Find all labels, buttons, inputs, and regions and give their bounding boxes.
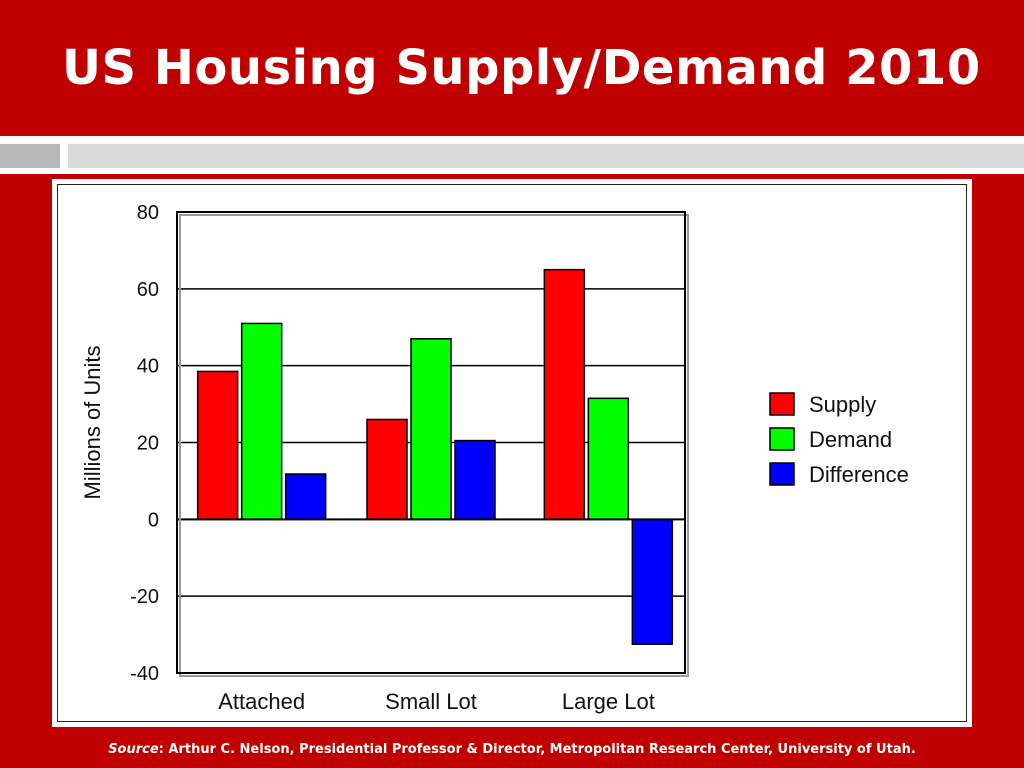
divider-left-tab	[0, 144, 60, 168]
source-text: : Arthur C. Nelson, Presidential Profess…	[158, 742, 916, 757]
legend-label-difference: Difference	[809, 462, 909, 487]
y-tick-label: 20	[137, 433, 159, 455]
bar-supply-small-lot	[366, 418, 408, 521]
chart-panel: Attached Small Lot Large Lot 80 60 40 20 0 -20 -4…	[52, 179, 972, 727]
source-note: Source: Arthur C. Nelson, Presidential P…	[0, 742, 1024, 757]
bar-chart: Attached Small Lot Large Lot 80 60 40 20 0 -20 -4…	[80, 202, 909, 714]
x-tick-label: Large Lot	[562, 689, 655, 714]
y-tick-label: 0	[148, 509, 159, 531]
x-tick-label: Small Lot	[385, 689, 477, 714]
legend-swatch-difference	[769, 462, 795, 486]
divider-band	[0, 136, 1024, 174]
plot-shadow	[179, 214, 689, 677]
bar-difference-large-lot	[631, 518, 674, 645]
bar-demand-attached	[240, 322, 283, 521]
y-axis-label: Millions of Units	[80, 345, 105, 499]
bar-difference-small-lot	[454, 439, 496, 521]
plot-frame	[176, 211, 686, 674]
y-tick-label: -20	[130, 586, 159, 608]
legend-swatch-demand	[769, 427, 795, 451]
y-tick-label: -40	[130, 663, 159, 685]
x-tick-label: Attached	[218, 689, 305, 714]
bar-demand-small-lot	[410, 338, 452, 521]
legend-label-demand: Demand	[809, 427, 892, 452]
plot-area: Attached Small Lot Large Lot 80 60 40 20 0 -20 -4…	[80, 202, 689, 714]
bar-supply-attached	[196, 370, 239, 521]
legend-swatch-supply	[769, 392, 795, 416]
source-label: Source	[108, 742, 159, 757]
divider-right-bar	[68, 144, 1024, 168]
bar-difference-attached	[284, 473, 327, 521]
bar-demand-large-lot	[587, 397, 630, 521]
slide-title: US Housing Supply/Demand 2010	[62, 40, 981, 96]
y-tick-label: 60	[137, 279, 159, 301]
bar-supply-large-lot	[543, 268, 586, 521]
legend: Supply Demand Difference	[769, 392, 909, 487]
legend-label-supply: Supply	[809, 392, 876, 417]
y-tick-label: 80	[137, 202, 159, 224]
y-tick-label: 40	[137, 356, 159, 378]
chart-panel-border	[57, 184, 967, 722]
